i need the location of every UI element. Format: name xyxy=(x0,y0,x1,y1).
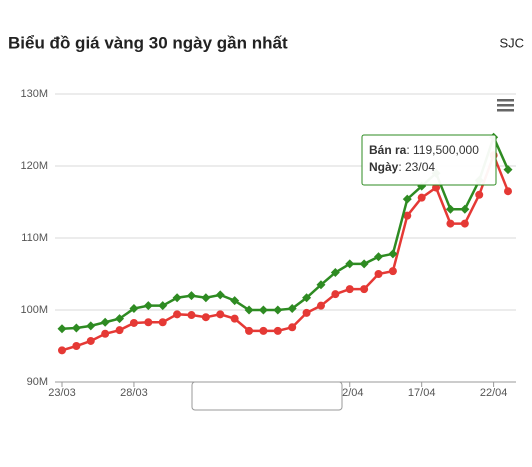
tooltip-key: Ngày xyxy=(369,160,399,174)
marker xyxy=(129,318,138,327)
marker xyxy=(216,310,225,319)
marker xyxy=(273,305,283,315)
marker xyxy=(144,318,153,327)
tooltip-box xyxy=(361,134,497,186)
marker xyxy=(331,290,340,299)
marker xyxy=(345,259,355,269)
marker xyxy=(72,342,81,350)
marker xyxy=(158,301,168,311)
marker xyxy=(201,293,211,303)
marker xyxy=(187,311,196,320)
source: SJC xyxy=(499,35,524,50)
marker xyxy=(460,219,469,228)
tooltip-row: Ngày: 23/04 xyxy=(369,160,435,174)
marker xyxy=(129,304,139,314)
marker xyxy=(445,204,455,214)
marker xyxy=(143,301,153,311)
y-tick-label: 90M xyxy=(27,376,48,388)
marker xyxy=(302,308,311,317)
marker xyxy=(403,211,412,220)
y-tick-label: 110M xyxy=(21,232,48,244)
marker xyxy=(230,314,239,323)
marker xyxy=(374,270,383,278)
y-tick-label: 100M xyxy=(20,304,48,316)
marker xyxy=(259,326,268,335)
marker xyxy=(388,267,397,276)
marker xyxy=(244,305,254,315)
marker xyxy=(288,323,297,332)
marker xyxy=(302,293,312,303)
menu-icon[interactable] xyxy=(497,99,514,112)
tooltip-key: Bán ra xyxy=(369,143,407,157)
chart-title: Biểu đồ giá vàng 30 ngày gần nhất xyxy=(8,33,288,52)
marker xyxy=(388,249,398,259)
marker xyxy=(172,293,182,303)
marker xyxy=(158,318,167,327)
marker xyxy=(186,291,196,301)
marker xyxy=(432,183,441,192)
marker xyxy=(417,193,426,202)
y-tick-label: 130M xyxy=(20,88,48,100)
x-tick-label: 12/04 xyxy=(336,387,364,399)
marker xyxy=(215,290,225,300)
marker xyxy=(345,285,354,294)
marker xyxy=(115,326,124,335)
marker xyxy=(446,219,455,228)
marker xyxy=(71,323,81,333)
marker xyxy=(245,326,254,335)
tooltip-row: Bán ra: 119,500,000 xyxy=(369,143,479,157)
marker xyxy=(330,268,340,278)
menu-bar xyxy=(497,109,514,112)
marker xyxy=(475,190,484,199)
marker xyxy=(287,304,297,314)
marker xyxy=(115,314,125,324)
marker xyxy=(173,310,182,319)
marker xyxy=(86,336,95,345)
marker xyxy=(360,285,369,294)
marker xyxy=(101,329,110,338)
marker xyxy=(58,346,66,355)
menu-bar xyxy=(497,104,514,107)
marker xyxy=(503,165,513,175)
y-tick-label: 120M xyxy=(20,160,48,172)
marker xyxy=(201,313,210,322)
marker xyxy=(100,317,110,327)
marker xyxy=(258,305,268,315)
marker xyxy=(316,301,325,310)
marker xyxy=(273,326,282,335)
x-tick-label: 23/03 xyxy=(48,387,76,399)
tooltip-value: : 23/04 xyxy=(398,160,435,174)
marker xyxy=(359,259,369,269)
marker xyxy=(374,252,384,262)
menu-bar xyxy=(497,99,514,102)
marker xyxy=(504,187,512,196)
tooltip-value: : 119,500,000 xyxy=(406,143,479,157)
x-tick-label: 17/04 xyxy=(408,387,436,399)
marker xyxy=(57,324,67,334)
marker xyxy=(86,321,96,331)
marker xyxy=(460,204,470,214)
marker xyxy=(316,280,326,290)
x-tick-label: 22/04 xyxy=(480,387,508,399)
marker xyxy=(230,296,240,306)
x-tick-label: 28/03 xyxy=(120,387,148,399)
legend xyxy=(191,381,343,411)
legend-box xyxy=(191,381,343,411)
marker xyxy=(402,194,412,204)
